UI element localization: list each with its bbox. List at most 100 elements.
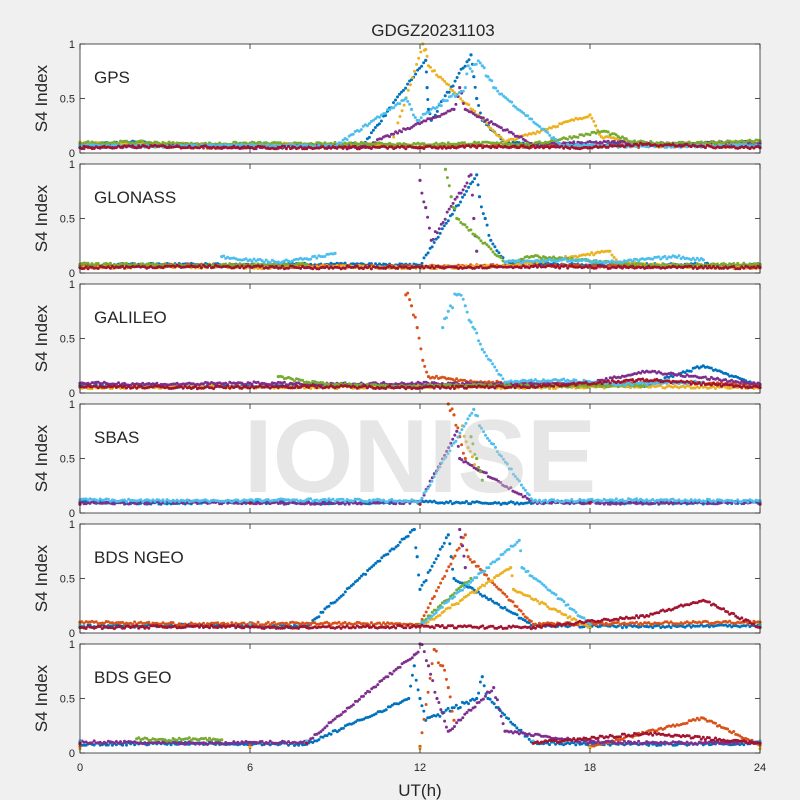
data-point — [436, 235, 440, 239]
data-point — [420, 64, 424, 68]
data-point — [390, 145, 394, 149]
data-point — [517, 146, 521, 150]
data-point — [489, 238, 493, 242]
data-point — [415, 62, 419, 66]
data-point — [461, 89, 465, 93]
data-point — [476, 183, 480, 187]
series-4 — [78, 129, 762, 147]
data-point — [341, 138, 345, 142]
data-point — [429, 107, 433, 111]
data-point — [458, 86, 462, 90]
data-point — [494, 86, 498, 90]
data-point — [406, 82, 410, 86]
data-point — [473, 144, 477, 148]
data-point — [455, 93, 459, 97]
data-point — [165, 142, 169, 146]
data-point — [353, 141, 357, 145]
data-point — [437, 102, 441, 106]
data-point — [491, 128, 495, 132]
data-point — [329, 146, 333, 150]
data-point — [424, 119, 428, 123]
data-point — [367, 135, 371, 139]
data-point — [521, 144, 525, 148]
data-point — [481, 212, 485, 216]
data-point — [475, 96, 479, 101]
data-point — [600, 141, 604, 145]
data-point — [278, 141, 282, 145]
data-point — [513, 144, 517, 148]
data-point — [513, 138, 517, 142]
data-point — [594, 266, 598, 270]
data-point — [365, 124, 369, 128]
data-point — [424, 70, 428, 74]
data-point — [449, 195, 453, 199]
data-point — [250, 142, 254, 146]
data-point — [590, 251, 594, 255]
data-point — [485, 122, 489, 125]
data-point — [531, 144, 535, 147]
data-point — [377, 122, 381, 126]
data-point — [620, 135, 624, 139]
data-point — [423, 112, 427, 116]
data-point — [451, 92, 455, 96]
data-point — [398, 115, 402, 118]
data-point — [339, 141, 343, 145]
data-point — [333, 251, 337, 255]
data-point — [471, 108, 475, 112]
data-point — [434, 141, 438, 145]
data-point — [260, 143, 264, 146]
data-points — [78, 42, 762, 151]
data-point — [499, 256, 503, 260]
data-point — [474, 62, 478, 66]
data-point — [284, 147, 288, 151]
y-axis-label: S4 Index — [32, 184, 51, 252]
data-point — [568, 147, 572, 150]
data-point — [394, 103, 398, 107]
data-point — [451, 89, 455, 93]
data-point — [280, 264, 284, 268]
data-point — [478, 61, 482, 65]
data-point — [489, 120, 493, 124]
data-point — [469, 228, 473, 232]
data-point — [455, 195, 459, 199]
data-point — [171, 141, 175, 144]
data-point — [222, 254, 226, 258]
data-point — [556, 264, 560, 267]
data-point — [416, 68, 420, 72]
data-point — [463, 64, 467, 68]
data-point — [451, 84, 455, 88]
data-point — [572, 140, 576, 144]
data-point — [477, 104, 481, 107]
data-point — [442, 145, 446, 149]
data-point — [526, 114, 530, 118]
data-point — [396, 95, 399, 99]
data-point — [470, 193, 474, 197]
data-point — [426, 251, 430, 255]
data-point — [556, 125, 560, 128]
data-point — [319, 141, 323, 145]
data-point — [476, 59, 480, 63]
data-point — [379, 119, 383, 123]
data-point — [425, 370, 429, 374]
data-point — [479, 239, 483, 243]
data-point — [519, 141, 523, 145]
data-point — [299, 145, 303, 149]
data-point — [404, 147, 408, 151]
data-point — [417, 336, 421, 340]
data-point — [496, 89, 500, 93]
data-point — [321, 145, 325, 149]
data-point — [367, 122, 371, 126]
data-point — [114, 146, 118, 150]
data-points — [78, 167, 762, 271]
data-point — [398, 92, 401, 96]
data-point — [418, 178, 422, 182]
data-point — [525, 133, 529, 137]
data-point — [517, 258, 521, 262]
data-point — [409, 304, 414, 308]
data-point — [481, 146, 485, 150]
data-point — [402, 88, 405, 92]
data-point — [610, 136, 614, 140]
data-point — [258, 140, 262, 144]
data-point — [485, 223, 489, 227]
data-point — [305, 262, 309, 266]
